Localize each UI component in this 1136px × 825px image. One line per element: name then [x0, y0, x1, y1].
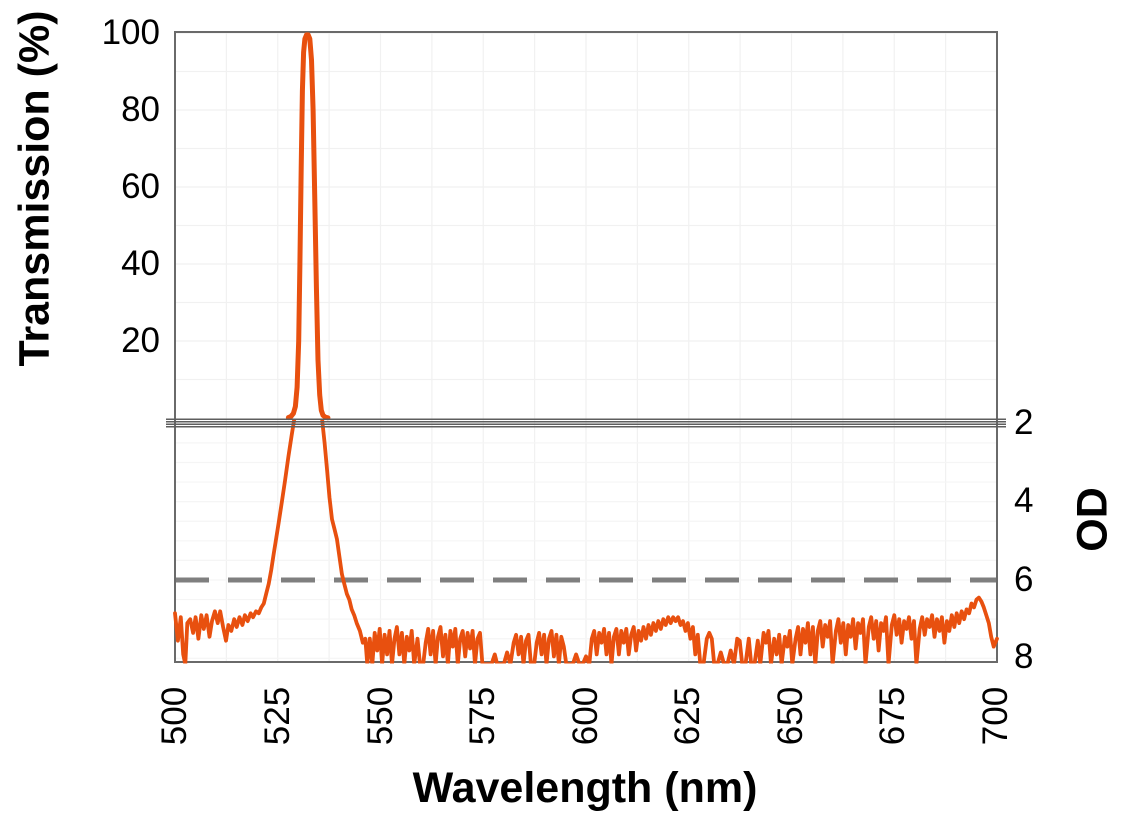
x-tick-625: 625 — [638, 666, 738, 766]
y-right-axis-title: OD — [1068, 487, 1117, 552]
right-tick-od6: 6 — [1014, 560, 1034, 599]
x-tick-650-text: 650 — [771, 686, 810, 746]
left-tick-20: 20 — [121, 321, 160, 360]
od-curve — [173, 419, 999, 664]
x-tick-550: 550 — [331, 666, 431, 766]
x-tick-525: 525 — [228, 666, 328, 766]
left-tick-40: 40 — [121, 244, 160, 283]
left-tick-100: 100 — [101, 13, 160, 52]
left-tick-60: 60 — [121, 167, 160, 206]
x-tick-600-text: 600 — [566, 686, 605, 746]
x-tick-500: 500 — [125, 666, 225, 766]
x-tick-675-text: 675 — [873, 686, 912, 746]
y-left-axis-title: Transmission (%) — [10, 10, 59, 367]
x-tick-550-text: 550 — [361, 686, 400, 746]
x-tick-575: 575 — [433, 666, 533, 766]
x-tick-600: 600 — [536, 666, 636, 766]
right-tick-od8: 8 — [1014, 637, 1034, 676]
x-tick-700-text: 700 — [976, 686, 1015, 746]
x-axis-title: Wavelength (nm) — [412, 764, 758, 812]
x-tick-500-text: 500 — [155, 686, 194, 746]
right-tick-od4: 4 — [1014, 481, 1034, 520]
x-tick-675: 675 — [843, 666, 943, 766]
transmission-curve — [285, 32, 331, 421]
x-tick-575-text: 575 — [463, 686, 502, 746]
x-tick-700: 700 — [946, 666, 1046, 766]
x-tick-625-text: 625 — [668, 686, 707, 746]
plot-border — [174, 31, 998, 663]
x-tick-650: 650 — [741, 666, 841, 766]
right-tick-od2: 2 — [1014, 403, 1034, 442]
left-tick-80: 80 — [121, 90, 160, 129]
x-tick-525-text: 525 — [258, 686, 297, 746]
